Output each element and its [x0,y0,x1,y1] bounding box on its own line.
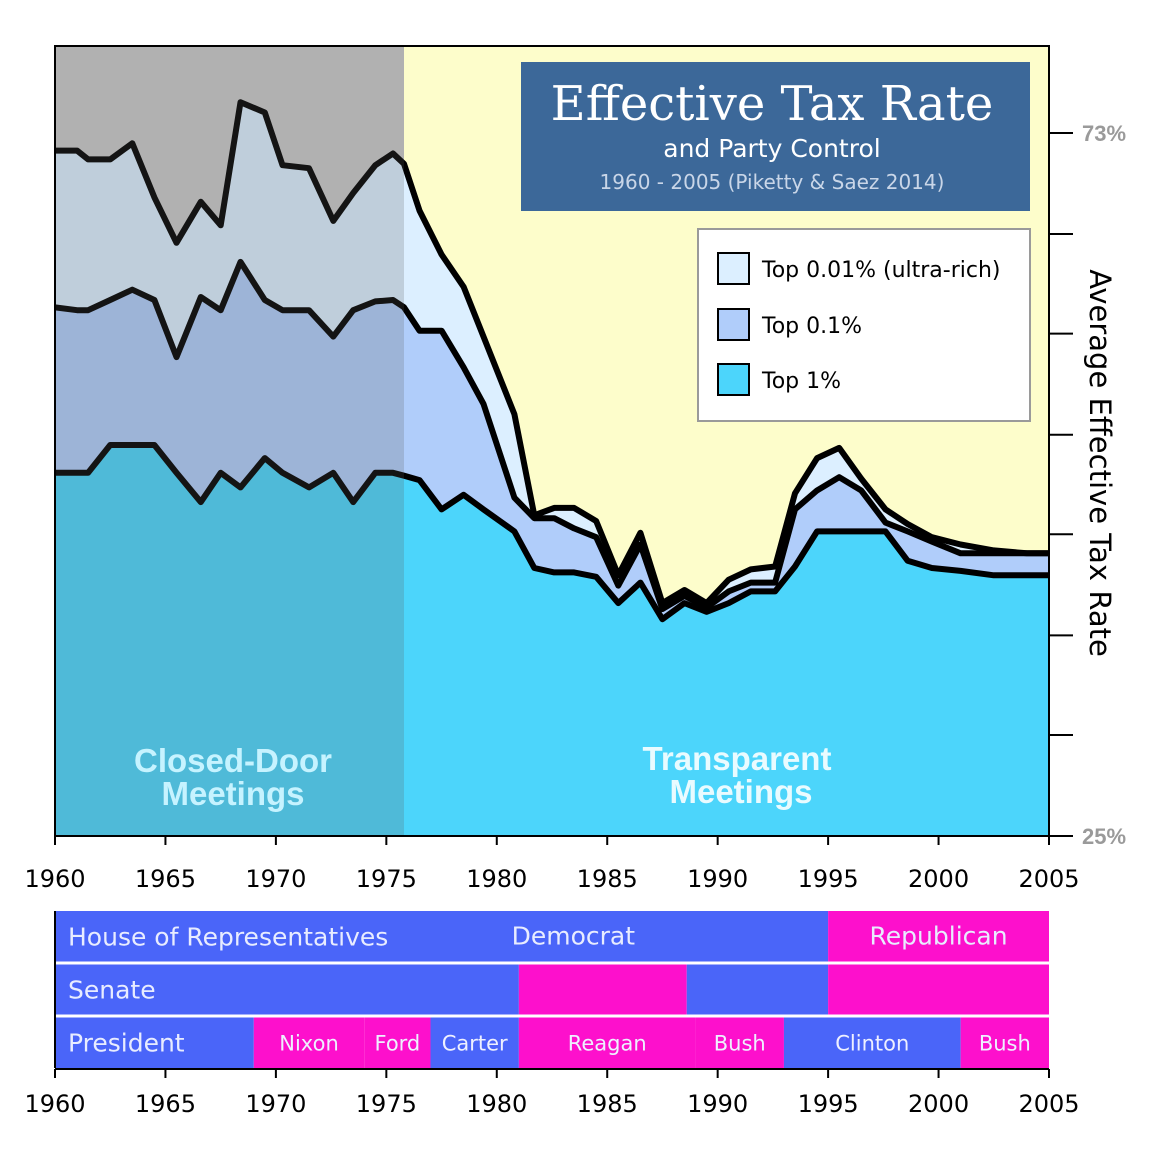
timeline-row-label: Senate [68,976,156,1005]
x-tick-label: 1975 [356,865,417,893]
timeline-x-tick-label: 1990 [687,1090,748,1118]
segment-label: Democrat [512,922,636,951]
segment-republican [828,911,1049,962]
timeline-x-tick-label: 1980 [466,1090,527,1118]
segment-label: Clinton [835,1032,909,1056]
segment-democrat [55,911,829,962]
segment-democrat [430,1017,519,1068]
timeline-x-tick-label: 1975 [356,1090,417,1118]
timeline-x-tick-label: 1995 [798,1090,859,1118]
x-tick-label: 2000 [908,865,969,893]
segment-republican [960,1017,1049,1068]
line-top-0-01-percent [55,99,1049,607]
title-box: Effective Tax Rate and Party Control 196… [521,62,1030,211]
segment-label: Carter [442,1032,508,1056]
timeline-x-tick-label: 1970 [245,1090,306,1118]
legend-swatch-top-01 [717,308,750,341]
plot-frame [54,45,1050,837]
timeline-x-tick-label: 1960 [24,1090,85,1118]
x-tick-label: 1990 [687,865,748,893]
segment-republican [253,1017,365,1068]
chart-title: Effective Tax Rate [551,76,994,132]
segment-label: Ford [374,1032,420,1056]
x-tick-label: 1985 [577,865,638,893]
legend-swatch-top-1 [717,363,750,396]
x-tick-label: 1995 [798,865,859,893]
axes: 1960 1965 1970 1975 1980 1985 1990 1995 2000 2005… [24,45,1126,893]
party-control-timeline: Democrat Republican House of Representativ… [24,911,1080,1118]
line-top-0-1-percent [55,258,1049,612]
segment-democrat [55,1017,254,1068]
timeline-x-tick-label: 1965 [135,1090,196,1118]
legend-label-top-1: Top 1% [761,369,841,394]
x-tick-label: 1980 [466,865,527,893]
segment-democrat [55,964,519,1015]
segment-label: Reagan [568,1032,647,1056]
timeline-x-tick-label: 2000 [908,1090,969,1118]
timeline-row-senate: Senate [55,964,1049,1015]
timeline-row-label: President [68,1029,185,1058]
timeline-x-tick-label: 1985 [577,1090,638,1118]
segment-republican [828,964,1049,1015]
segment-label: Bush [714,1032,766,1056]
x-tick-label: 2005 [1018,865,1079,893]
closed-door-label-line2: Meetings [161,775,304,812]
chart-subtitle: and Party Control [663,134,880,163]
area-top-1-percent [55,445,1049,836]
legend-swatch-top-001 [717,252,750,285]
segment-democrat [686,964,829,1015]
legend-label-top-01: Top 0.1% [761,314,862,339]
y-axis-label: Average Effective Tax Rate [1083,269,1117,657]
x-tick-label: 1970 [245,865,306,893]
timeline-row-house-of-representatives: Democrat Republican House of Representativ… [55,911,1049,962]
timeline-row-president: Nixon Ford Carter Reagan Bush Clinton Bush Pres… [55,1017,1049,1068]
closed-door-label-line1: Closed-Door [134,742,332,779]
closed-door-overlay [55,46,405,836]
x-tick-label: 1960 [24,865,85,893]
segment-label: Nixon [279,1032,338,1056]
segment-republican [518,964,687,1015]
legend-label-top-001: Top 0.01% (ultra-rich) [761,258,1001,283]
region-labels: Closed-Door Meetings Transparent Meeting… [134,740,831,812]
x-tick-label: 1965 [135,865,196,893]
legend: Top 0.01% (ultra-rich) Top 0.1% Top 1% [697,228,1031,422]
y-tick-label: 25% [1082,824,1126,849]
chart-source: 1960 - 2005 (Piketty & Saez 2014) [600,170,945,194]
timeline-row-label: House of Representatives [68,923,388,952]
segment-label: Bush [979,1032,1031,1056]
segment-label: Republican [870,922,1008,951]
line-top-1-percent [55,442,1049,623]
segment-democrat [783,1017,961,1068]
y-tick-label: 73% [1082,121,1126,146]
transparent-label-line1: Transparent [643,740,832,777]
transparent-label-line2: Meetings [669,773,812,810]
segment-republican [364,1017,431,1068]
segment-republican [518,1017,696,1068]
segment-republican [695,1017,784,1068]
timeline-x-tick-label: 2005 [1018,1090,1079,1118]
